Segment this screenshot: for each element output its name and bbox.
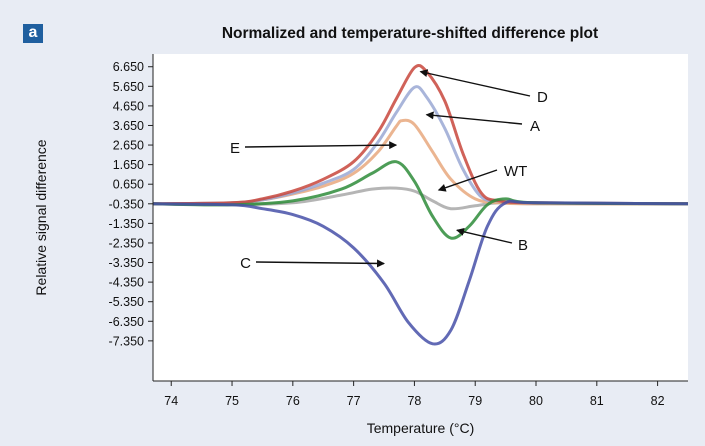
y-tick-label: -2.350 <box>109 236 144 250</box>
x-axis-title: Temperature (°C) <box>367 420 475 436</box>
x-tick-label: 79 <box>468 394 482 408</box>
x-tick-label: 76 <box>286 394 300 408</box>
x-tick-label: 82 <box>651 394 665 408</box>
annotation-group: DA E WT B C <box>230 69 548 272</box>
annotation-arrow-wt <box>437 169 498 192</box>
y-tick-label: -3.350 <box>109 256 144 270</box>
y-tick-label: 5.650 <box>113 80 144 94</box>
annotation-arrow-b <box>456 227 513 244</box>
chart-title: Normalized and temperature-shifted diffe… <box>221 25 599 42</box>
x-tick-label: 75 <box>225 394 239 408</box>
x-tick-label: 81 <box>590 394 604 408</box>
annotation-arrow-e <box>244 141 398 150</box>
y-axis: 6.650 5.650 4.650 3.650 2.650 1.650 0.650 -0.35… <box>109 54 154 381</box>
annotation-arrow-c <box>255 259 386 268</box>
y-tick-label: 6.650 <box>113 60 144 74</box>
y-axis-title: Relative signal difference <box>33 139 49 295</box>
annotation-label-wt: WT <box>504 163 527 180</box>
y-tick-label: 3.650 <box>113 119 144 133</box>
y-tick-label: -0.350 <box>109 197 144 211</box>
y-tick-label: -4.350 <box>109 276 144 290</box>
trace-group <box>152 63 689 346</box>
plot-area <box>153 54 688 381</box>
x-tick-label: 80 <box>529 394 543 408</box>
y-tick-label: -5.350 <box>109 295 144 309</box>
y-tick-label: -6.350 <box>109 315 144 329</box>
y-tick-label: 1.650 <box>113 158 144 172</box>
y-tick-label: 0.650 <box>113 178 144 192</box>
annotation-label-b: B <box>518 237 528 254</box>
annotation-label-a: A <box>530 118 540 135</box>
panel-label-badge: a <box>23 24 43 43</box>
y-tick-label: -1.350 <box>109 217 144 231</box>
series-b-line <box>152 160 689 240</box>
annotation-label-d: D <box>537 89 548 106</box>
y-tick-label: 4.650 <box>113 99 144 113</box>
y-tick-label: 2.650 <box>113 139 144 153</box>
annotation-label-c: C <box>240 255 251 272</box>
annotation-arrow-d <box>419 69 531 97</box>
x-tick-label: 78 <box>407 394 421 408</box>
x-axis: 74 75 76 77 78 79 80 81 82 <box>153 380 688 408</box>
series-c-line <box>152 199 689 346</box>
annotation-label-e: E <box>230 140 240 157</box>
x-tick-label: 74 <box>164 394 178 408</box>
x-tick-label: 77 <box>347 394 361 408</box>
annotation-arrow-a <box>425 111 523 125</box>
y-tick-label: -7.350 <box>109 334 144 348</box>
